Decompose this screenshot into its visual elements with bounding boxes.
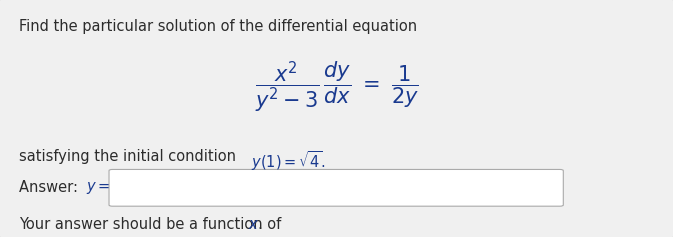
Text: satisfying the initial condition: satisfying the initial condition (19, 149, 240, 164)
Text: .: . (257, 217, 262, 232)
Text: Answer:: Answer: (19, 180, 83, 195)
Text: $\dfrac{x^2}{y^2-3}\,\dfrac{dy}{dx}\ =\ \dfrac{1}{2y}$: $\dfrac{x^2}{y^2-3}\,\dfrac{dy}{dx}\ =\ … (254, 59, 419, 114)
Text: $y=$: $y=$ (86, 180, 110, 196)
Text: $y(1) = \sqrt{4}.$: $y(1) = \sqrt{4}.$ (251, 149, 326, 173)
FancyBboxPatch shape (109, 169, 563, 206)
Text: Find the particular solution of the differential equation: Find the particular solution of the diff… (19, 19, 417, 34)
Text: $x$: $x$ (248, 217, 259, 232)
Text: Your answer should be a function of: Your answer should be a function of (19, 217, 286, 232)
